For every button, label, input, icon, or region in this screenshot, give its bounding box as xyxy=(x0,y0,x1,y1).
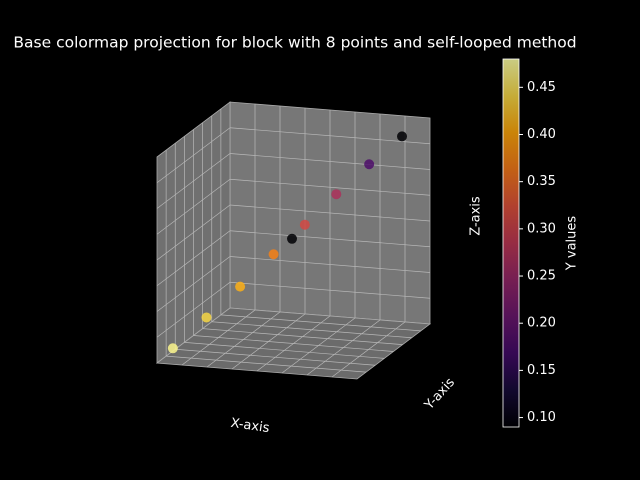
pane-grid-line xyxy=(229,178,431,196)
pane-grid-line xyxy=(184,342,385,359)
colorbar-tick-label: 0.30 xyxy=(527,221,556,236)
pane-grid-line xyxy=(306,319,381,376)
pane-grid-line xyxy=(193,335,394,352)
data-point xyxy=(331,189,342,200)
pane-grid-line xyxy=(156,178,231,235)
pane-grid-line xyxy=(175,348,376,366)
colorbar-tick-label: 0.45 xyxy=(527,80,556,95)
data-point xyxy=(299,219,310,230)
y-axis-label: Y-axis xyxy=(421,375,458,414)
pane-grid-line xyxy=(156,153,231,209)
pane-grid-line xyxy=(166,355,367,373)
colorbar-tick-label: 0.10 xyxy=(527,410,556,425)
pane-grid-line xyxy=(229,127,431,145)
data-point xyxy=(235,281,246,292)
colorbar-tick-label: 0.35 xyxy=(527,174,556,189)
data-point xyxy=(268,249,279,260)
data-point xyxy=(364,159,375,170)
z-axis-label: Z-axis xyxy=(469,196,484,236)
pane-grid-line xyxy=(156,204,231,261)
data-point xyxy=(397,131,407,142)
colorbar-tick-label: 0.40 xyxy=(527,127,556,142)
colorbar-tick-label: 0.25 xyxy=(527,269,556,284)
data-point xyxy=(287,233,297,244)
colorbar-label: Y values xyxy=(565,216,580,272)
pane-grid-line xyxy=(229,153,431,170)
pane-grid-line xyxy=(229,204,431,222)
colorbar-tick-label: 0.20 xyxy=(527,316,556,331)
pane-grid-line xyxy=(281,317,356,374)
pane-grid-line xyxy=(156,127,231,184)
colorbar-tick-label: 0.15 xyxy=(527,363,556,378)
data-point xyxy=(167,343,178,354)
chart-title: Base colormap projection for block with … xyxy=(13,34,576,52)
colorbar xyxy=(502,58,520,428)
x-axis-label: X-axis xyxy=(230,416,271,436)
data-point xyxy=(201,312,212,323)
pane-grid-line xyxy=(331,321,406,378)
